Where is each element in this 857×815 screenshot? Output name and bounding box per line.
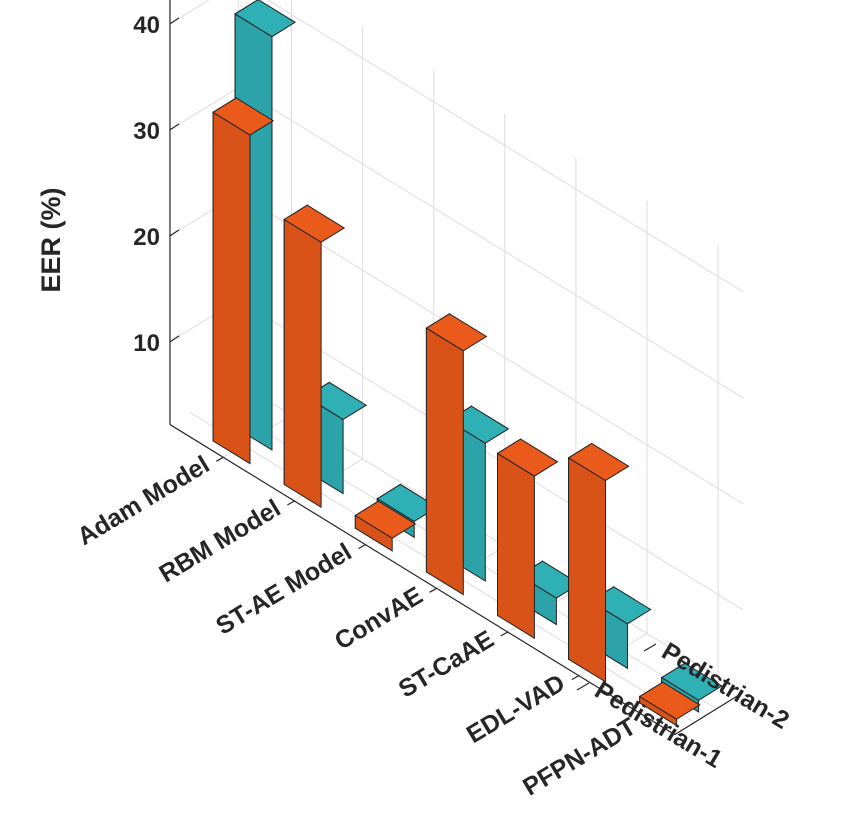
bar-face-front (497, 452, 535, 640)
bar-face-top (496, 438, 559, 477)
bar-Pedistrian-1-Adam Model (212, 97, 275, 465)
bar-face-top (234, 0, 297, 38)
grid-line (237, 87, 744, 399)
x-tick (571, 675, 580, 681)
grid-line (237, 193, 744, 505)
bar-Pedistrian-1-ST-CaAE (496, 438, 559, 640)
category-label: RBM Model (154, 494, 285, 588)
category-label: EDL-VAD (462, 669, 570, 749)
category-label: ST-AE Model (211, 538, 356, 641)
bar-face-top (425, 313, 488, 352)
category-label: ST-CaAE (394, 625, 499, 703)
grid-line (169, 0, 210, 25)
y-tick (576, 682, 590, 691)
category-label: ConvAE (330, 581, 428, 655)
bar-Pedistrian-1-ST-AE Model (354, 500, 417, 552)
category-label: PFPN-ADT (518, 712, 641, 801)
y-tick (643, 643, 657, 652)
x-axis-line (169, 424, 676, 736)
z-tick-label: 40 (133, 12, 160, 39)
bar-face-front (212, 111, 251, 465)
bar-face-top (354, 500, 417, 539)
bar-face-top (212, 97, 275, 136)
bar-face-top (638, 681, 701, 720)
x-tick (216, 456, 224, 462)
bar-face-front (425, 327, 464, 596)
z-tick (169, 123, 180, 131)
x-tick (358, 544, 366, 550)
z-tick (169, 17, 180, 25)
bar-face-front (283, 218, 322, 509)
z-tick-label: 20 (133, 224, 160, 251)
bars-layer (212, 0, 723, 727)
grid-line (266, 0, 744, 293)
z-tick (169, 335, 180, 343)
bar-face-top (567, 442, 630, 482)
y-axis-line (674, 691, 744, 736)
z-tick-label: 10 (133, 330, 160, 357)
bar-Pedistrian-1-PFPN-ADT (638, 681, 701, 727)
category-label: Adam Model (73, 450, 215, 551)
x-tick (500, 631, 508, 637)
grid-line (169, 87, 239, 131)
z-tick-label: 30 (133, 118, 160, 145)
bar-face-top (660, 662, 723, 701)
x-tick (642, 718, 651, 724)
bar-Pedistrian-1-ConvAE (425, 312, 488, 596)
bar-Pedistrian-1-EDL-VAD (567, 442, 630, 683)
bar-face-front (568, 456, 606, 683)
bar-face-top (283, 204, 346, 243)
bar-Pedistrian-1-RBM Model (283, 204, 346, 509)
x-tick (287, 500, 295, 506)
x-tick (429, 587, 437, 593)
y-axis-label: EER (%) (36, 187, 66, 292)
z-tick (169, 229, 180, 237)
grid-line (237, 299, 744, 611)
